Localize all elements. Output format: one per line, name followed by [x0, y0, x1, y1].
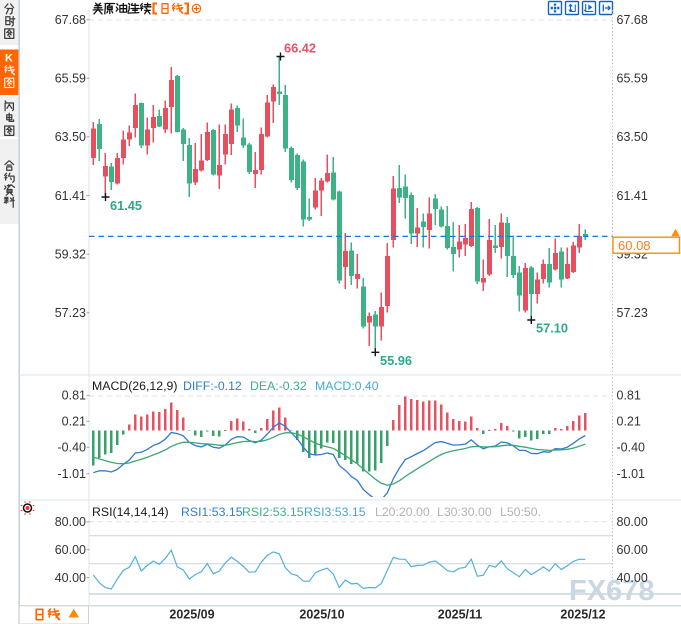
svg-text:57.10: 57.10 [536, 321, 568, 336]
svg-text:40.00: 40.00 [617, 571, 648, 585]
svg-text:61.41: 61.41 [617, 189, 648, 203]
svg-text:67.68: 67.68 [617, 13, 648, 27]
svg-text:K: K [5, 53, 13, 65]
svg-text:65.59: 65.59 [617, 72, 648, 86]
svg-text:-0.40: -0.40 [58, 441, 87, 455]
svg-text:L20:20.00: L20:20.00 [375, 505, 430, 519]
svg-text:RSI1:53.15: RSI1:53.15 [181, 505, 243, 519]
svg-text:0.81: 0.81 [617, 389, 641, 403]
svg-text:63.50: 63.50 [617, 130, 648, 144]
svg-text:0.21: 0.21 [617, 415, 641, 429]
svg-text:DIFF:-0.12: DIFF:-0.12 [183, 379, 242, 393]
svg-text:-0.40: -0.40 [617, 441, 646, 455]
svg-text:2025/11: 2025/11 [438, 608, 483, 622]
svg-text:0.81: 0.81 [62, 389, 86, 403]
svg-text:61.41: 61.41 [55, 189, 86, 203]
svg-text:59.32: 59.32 [55, 248, 86, 262]
svg-text:57.23: 57.23 [55, 306, 86, 320]
svg-text:FX678: FX678 [569, 575, 654, 607]
svg-text:-1.01: -1.01 [617, 467, 646, 481]
svg-text:0.21: 0.21 [62, 415, 86, 429]
svg-text:MACD:0.40: MACD:0.40 [315, 379, 379, 393]
svg-text:L30:30.00: L30:30.00 [437, 505, 492, 519]
svg-text:66.42: 66.42 [284, 41, 316, 56]
svg-text:2025/12: 2025/12 [560, 608, 605, 622]
svg-text:65.59: 65.59 [55, 72, 86, 86]
svg-text:RSI2:53.15: RSI2:53.15 [242, 505, 304, 519]
svg-text:L50:50.: L50:50. [500, 505, 541, 519]
svg-text:80.00: 80.00 [617, 515, 648, 529]
svg-text:63.50: 63.50 [55, 130, 86, 144]
svg-text:2025/09: 2025/09 [169, 608, 214, 622]
svg-text:40.00: 40.00 [55, 571, 86, 585]
svg-text:61.45: 61.45 [110, 198, 142, 213]
svg-text:2025/10: 2025/10 [299, 608, 344, 622]
svg-text:-1.01: -1.01 [58, 467, 87, 481]
svg-text:80.00: 80.00 [55, 515, 86, 529]
svg-text:67.68: 67.68 [55, 13, 86, 27]
svg-text:RSI(14,14,14): RSI(14,14,14) [92, 505, 169, 519]
svg-text:RSI3:53.15: RSI3:53.15 [304, 505, 366, 519]
svg-text:57.23: 57.23 [617, 306, 648, 320]
svg-text:55.96: 55.96 [380, 353, 412, 368]
svg-text:DEA:-0.32: DEA:-0.32 [250, 379, 307, 393]
svg-text:MACD(26,12,9): MACD(26,12,9) [92, 379, 177, 393]
svg-text:60.00: 60.00 [55, 543, 86, 557]
svg-text:60.08: 60.08 [618, 238, 651, 253]
svg-text:60.00: 60.00 [617, 543, 648, 557]
